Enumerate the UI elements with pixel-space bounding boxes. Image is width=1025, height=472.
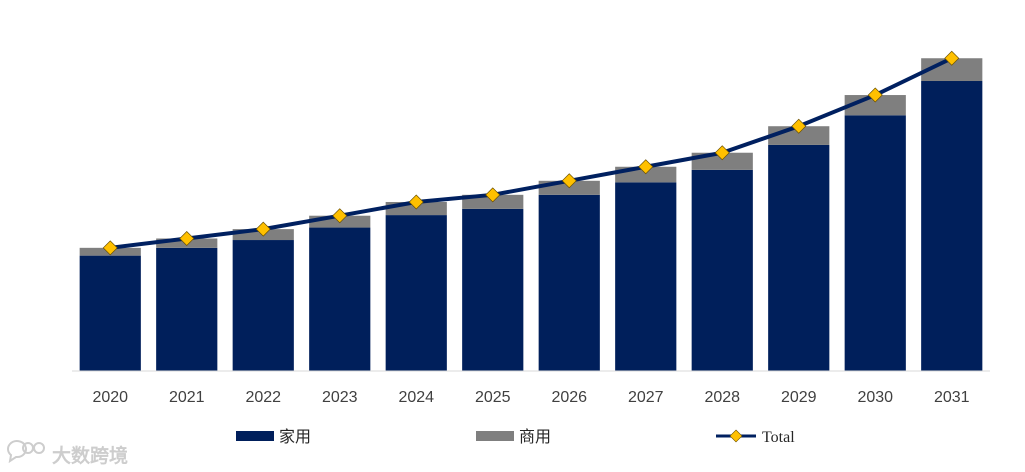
legend-item-commercial: 商用 (476, 428, 551, 446)
bar-household-2021 (156, 247, 218, 371)
x-axis-tick-labels: 2020 2021 2022 2023 2024 2025 2026 2027 2028 2029… (92, 389, 969, 406)
x-tick-label-2024: 2024 (398, 389, 434, 406)
total-marker-2025 (485, 187, 501, 203)
bar-household-2030 (844, 115, 906, 371)
watermark: 大数跨境 (7, 440, 128, 467)
total-line (110, 56, 953, 250)
legend-item-household: 家用 (236, 428, 311, 446)
legend-swatch-total-marker (729, 429, 743, 443)
total-marker-2030 (867, 87, 883, 103)
x-tick-label-2030: 2030 (857, 389, 893, 406)
legend-label-household: 家用 (279, 428, 311, 446)
total-line-layer (102, 50, 960, 256)
watermark-text: 大数跨境 (52, 444, 128, 467)
legend-label-total: Total (762, 429, 795, 446)
bar-household-2020 (79, 255, 141, 371)
bar-household-2029 (768, 144, 830, 371)
legend-swatch-commercial (476, 431, 514, 441)
legend-item-total: Total (716, 429, 795, 446)
x-tick-label-2029: 2029 (781, 389, 817, 406)
total-marker-2021 (179, 230, 195, 246)
bar-household-2028 (691, 169, 753, 371)
x-tick-label-2021: 2021 (169, 389, 205, 406)
total-marker-2024 (408, 194, 424, 210)
x-tick-label-2023: 2023 (322, 389, 358, 406)
total-marker-2027 (638, 159, 654, 175)
total-marker-2022 (255, 221, 271, 237)
total-marker-2028 (714, 145, 730, 161)
x-tick-label-2026: 2026 (551, 389, 587, 406)
bar-household-2027 (615, 182, 677, 371)
bar-household-2024 (385, 215, 447, 371)
x-tick-label-2022: 2022 (245, 389, 281, 406)
x-tick-label-2025: 2025 (475, 389, 511, 406)
bar-household-2031 (921, 81, 983, 371)
total-marker-2026 (561, 173, 577, 189)
bars-layer (79, 58, 983, 371)
total-marker-2020 (102, 240, 118, 256)
total-marker-2031 (944, 50, 960, 66)
legend-label-commercial: 商用 (519, 428, 551, 446)
chat-bubble-icon (7, 440, 45, 464)
bar-household-2023 (309, 227, 371, 371)
x-tick-label-2020: 2020 (92, 389, 128, 406)
x-tick-label-2028: 2028 (704, 389, 740, 406)
legend-swatch-household (236, 431, 274, 441)
bar-household-2022 (232, 240, 294, 371)
legend: 家用 商用 Total (236, 428, 795, 446)
bar-household-2025 (462, 208, 524, 371)
total-marker-2023 (332, 208, 348, 224)
x-tick-label-2027: 2027 (628, 389, 664, 406)
total-marker-2029 (791, 118, 807, 134)
x-tick-label-2031: 2031 (934, 389, 970, 406)
bar-household-2026 (538, 194, 600, 371)
